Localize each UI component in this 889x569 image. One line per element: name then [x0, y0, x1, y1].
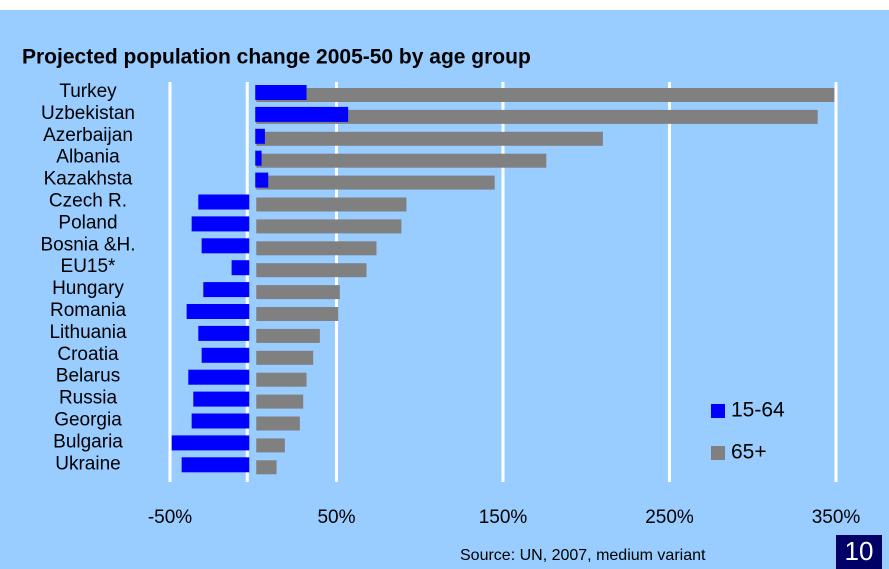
x-tick-label: -50% [148, 507, 192, 528]
y-tick-label: EU15* [61, 256, 117, 277]
bar [255, 150, 262, 166]
y-tick-label: Turkey [59, 81, 117, 102]
plot: -50% 50% 150% 250% 350% TurkeyUzbekistanAzerb… [40, 81, 860, 528]
bar [255, 128, 265, 144]
bar [256, 460, 277, 475]
legend-swatch [711, 446, 725, 460]
legend-label: 15-64 [731, 399, 785, 422]
bar [171, 435, 250, 451]
y-tick-label: Azerbaijan [43, 125, 133, 146]
y-tick-label: Bosnia &H. [40, 234, 135, 255]
bar [256, 416, 300, 431]
y-tick-label: Belarus [56, 366, 120, 387]
bar [203, 282, 250, 298]
bar [256, 109, 818, 124]
x-tick-label: 50% [317, 507, 355, 528]
page-number-box [836, 535, 882, 569]
bar [256, 372, 307, 387]
y-tick-label: Georgia [54, 410, 122, 431]
bar [186, 304, 250, 319]
bar [201, 347, 250, 363]
bar [198, 325, 250, 341]
bar [255, 85, 307, 100]
x-tick-label: 150% [479, 507, 528, 528]
page-number: 10 [845, 536, 874, 566]
bar [256, 241, 377, 256]
y-tick-label: Russia [59, 388, 118, 409]
y-tick-label: Hungary [52, 278, 124, 299]
y-tick-label: Albania [56, 147, 120, 168]
bar [256, 263, 367, 278]
y-tick-label: Poland [58, 212, 117, 233]
bar [256, 175, 495, 190]
bar [231, 260, 250, 276]
y-tick-label: Uzbekistan [41, 103, 135, 124]
bar [191, 413, 250, 429]
bar [255, 106, 349, 122]
bar [256, 438, 285, 453]
bar [198, 194, 250, 210]
bar [256, 285, 340, 300]
chart-background [0, 10, 889, 569]
y-tick-label: Kazakhsta [44, 169, 133, 190]
bar [256, 197, 407, 212]
bar [256, 153, 547, 168]
y-tick-label: Bulgaria [53, 431, 123, 452]
source: Source: UN, 2007, medium variant [460, 547, 706, 564]
bar [256, 394, 304, 409]
bar [256, 328, 320, 343]
bar [256, 219, 402, 234]
y-tick-label: Croatia [57, 344, 119, 365]
x-tick-label: 250% [645, 507, 694, 528]
bar [188, 369, 250, 385]
bar [201, 238, 250, 254]
y-tick-label: Lithuania [49, 322, 127, 343]
bar [256, 350, 314, 365]
chart-title: Projected population change 2005-50 by a… [22, 46, 531, 69]
bar [181, 457, 250, 473]
y-tick-label: Ukraine [55, 453, 120, 474]
bar [256, 307, 339, 321]
bar [255, 172, 269, 188]
y-tick-label: Czech R. [49, 191, 127, 212]
legend-label: 65+ [731, 441, 767, 464]
legend-swatch [711, 404, 725, 418]
x-tick-label: 350% [812, 507, 861, 528]
bar [256, 131, 603, 146]
bar [193, 391, 250, 407]
bar [256, 88, 835, 102]
y-tick-label: Romania [50, 300, 126, 321]
bar [191, 216, 250, 232]
